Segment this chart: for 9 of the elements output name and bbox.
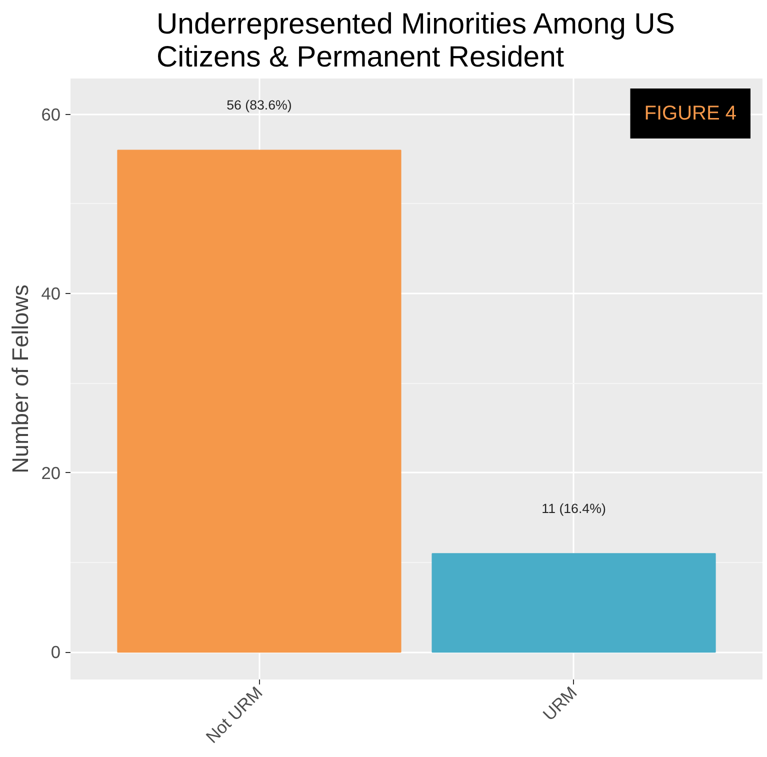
- annotation: FIGURE 4: [644, 102, 737, 124]
- y-tick-label: 20: [41, 462, 61, 483]
- data-label: 11 (16.4%): [542, 500, 606, 516]
- y-tick-label: 40: [41, 284, 61, 304]
- y-axis-title: Number of Fellows: [7, 284, 34, 474]
- chart-title: Underrepresented Minorities Among US Citizens & Permanent Resident: [156, 8, 675, 74]
- y-tick-label: 0: [50, 642, 61, 662]
- data-label: 56 (83.6%): [226, 98, 292, 113]
- y-tick-label: 60: [41, 104, 61, 124]
